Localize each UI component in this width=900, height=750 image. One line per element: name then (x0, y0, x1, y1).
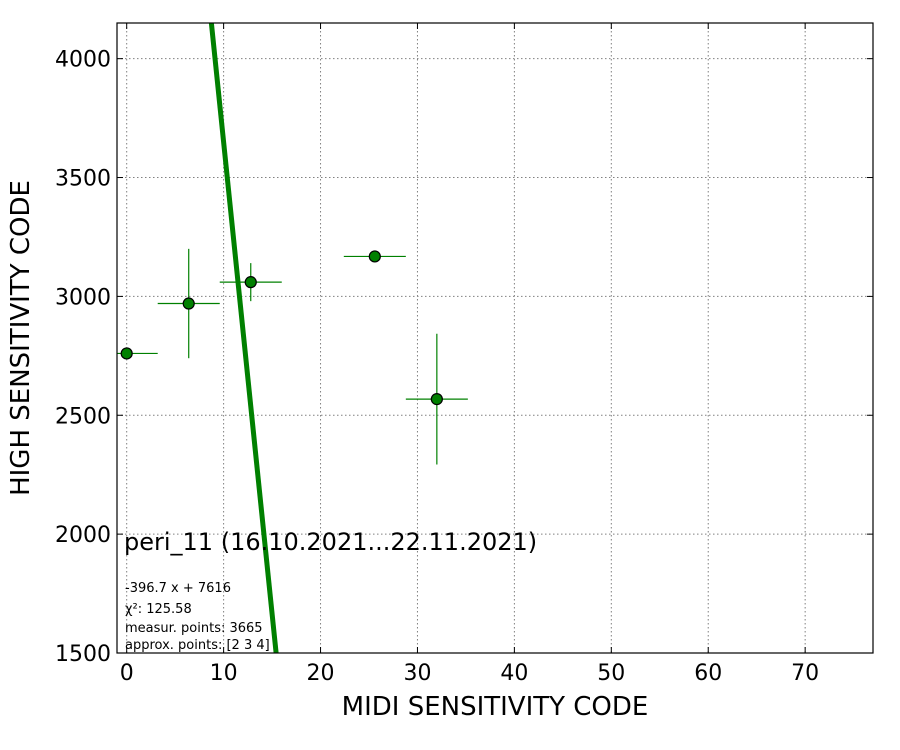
x-tick-label: 60 (694, 661, 722, 686)
x-tick-label: 30 (403, 661, 431, 686)
y-axis-title: HIGH SENSITIVITY CODE (6, 180, 36, 496)
data-point (182, 297, 195, 310)
x-tick-label: 20 (307, 661, 335, 686)
y-tick-label: 3500 (55, 167, 111, 192)
annotation-measur: measur. points: 3665 (125, 621, 263, 636)
x-tick-label: 50 (597, 661, 625, 686)
x-tick-label: 10 (210, 661, 238, 686)
x-tick-label: 0 (120, 661, 134, 686)
annotation-equation: -396.7 x + 7616 (125, 581, 231, 596)
plot-frame (116, 22, 874, 654)
fit-line (208, 23, 279, 653)
x-tick-label: 70 (791, 661, 819, 686)
x-tick-label: 40 (500, 661, 528, 686)
plot-area (117, 23, 468, 653)
annotations: peri_11 (16.10.2021...22.11.2021) -396.7… (124, 528, 537, 653)
y-tick-label: 1500 (55, 642, 111, 667)
data-point (244, 276, 257, 289)
y-tick-label: 2500 (55, 404, 111, 429)
tick-labels: 0 10 20 30 40 50 60 70 1500 2000 2500 3000 3500 4000 (55, 48, 819, 686)
y-tick-label: 2000 (55, 523, 111, 548)
data-point (368, 250, 381, 263)
data-point (120, 347, 133, 360)
annotation-approx: approx. points: [2 3 4] (125, 638, 270, 653)
x-axis-title: MIDI SENSITIVITY CODE (342, 692, 649, 722)
annotation-chi2: χ²: 125.58 (125, 602, 192, 617)
y-tick-label: 3000 (55, 285, 111, 310)
y-tick-label: 4000 (55, 48, 111, 73)
data-point (430, 392, 443, 406)
annotation-title: peri_11 (16.10.2021...22.11.2021) (124, 528, 537, 556)
